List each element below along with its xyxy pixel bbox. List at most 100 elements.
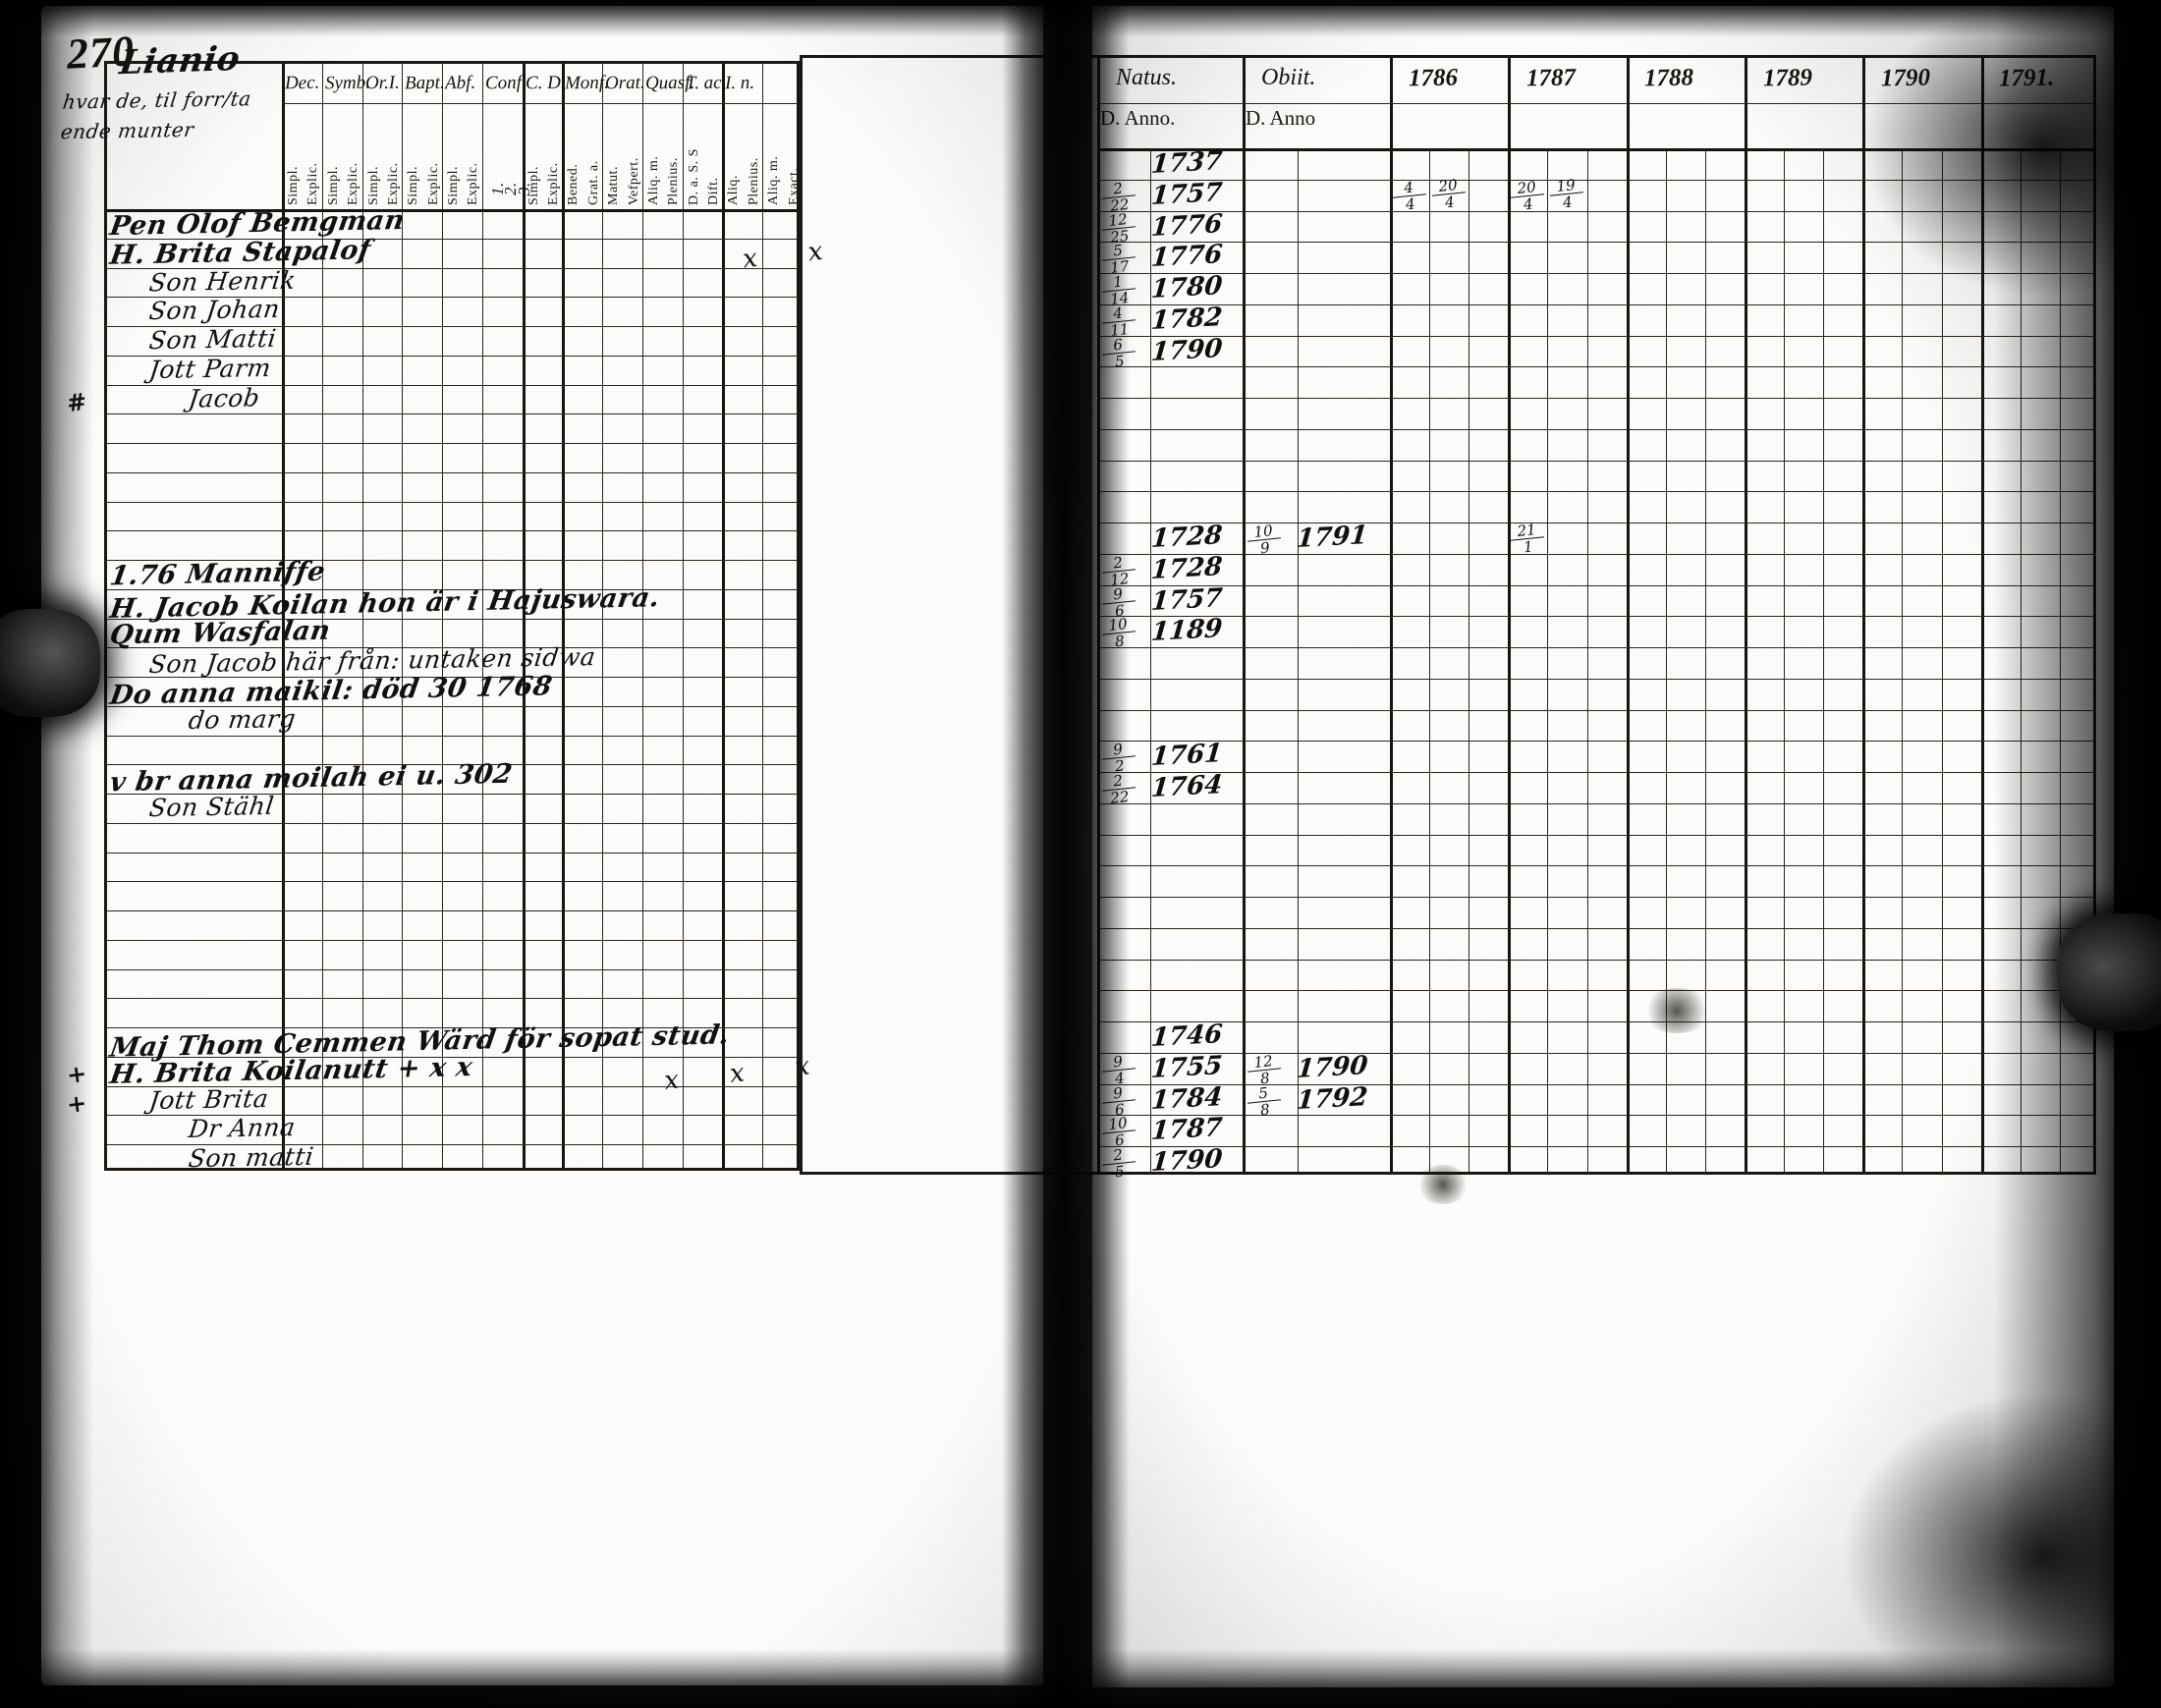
row-rule-12 [107, 560, 797, 562]
column-subheader-bapt-0: Simpl. [406, 166, 421, 205]
column-header-bapt: Bapt. [405, 72, 446, 94]
right-row-rule-29 [1097, 1052, 2093, 1054]
column-subheader-in-1: Plenius. [746, 157, 761, 205]
column-subheader-abf-1: Explic. [466, 162, 481, 205]
row-rule-26 [107, 968, 797, 970]
column-divider-1 [361, 64, 363, 1168]
natus-year-row-4: 1776 [1149, 240, 1224, 274]
column-subheader-bapt-1: Explic. [425, 162, 441, 205]
right-row-rule-32 [1097, 1146, 2093, 1148]
year-subdivider-1791-2 [2059, 148, 2061, 1172]
column-subheader-tac-1: Dift. [706, 177, 722, 205]
column-divider-10 [722, 64, 726, 1168]
row-rule-13 [107, 588, 797, 590]
natus-date-frac-row-3: 12 25 [1100, 210, 1136, 247]
column-subheader-in-0: Aliq. [726, 175, 742, 205]
right-row-rule-2 [1097, 210, 2093, 212]
natus-year-row-3: 1776 [1149, 208, 1224, 243]
column-divider-7 [602, 64, 604, 1168]
column-header-ori: Or.I. [364, 72, 400, 94]
year-subdivider-1787-1 [1547, 148, 1549, 1172]
natus-year-row-33: 1790 [1149, 1144, 1224, 1179]
right-column-subheader-obiit: D. Anno [1246, 106, 1316, 130]
column-divider-0 [321, 64, 323, 1168]
right-row-rule-4 [1097, 273, 2093, 275]
row-rule-27 [107, 998, 797, 1000]
column-subheader-monf-0: Bened. [566, 163, 582, 205]
row-rule-16 [107, 677, 797, 679]
row-rule-25 [107, 939, 797, 941]
margin-mark-row-31: + [65, 1087, 88, 1119]
natus-year-row-2: 1757 [1149, 177, 1224, 211]
column-header-in: I. n. [725, 72, 755, 94]
column-divider-4 [481, 64, 483, 1168]
column-header-symb: Symb. [324, 72, 370, 94]
row-rule-21 [107, 822, 797, 824]
entry-name-row-32: Dr Anna [187, 1113, 298, 1144]
right-row-rule-13 [1097, 553, 2093, 555]
row-rule-24 [107, 910, 797, 912]
row-rule-8 [107, 443, 797, 445]
column-subheader-abf-0: Simpl. [446, 166, 462, 205]
natus-year-row-7: 1790 [1149, 333, 1224, 367]
year-header-1790: 1790 [1880, 64, 1931, 92]
natus-date-frac-row-4: 5 17 [1100, 242, 1136, 277]
year-header-1791: 1791. [1999, 64, 2055, 92]
year-subdivider-1788-2 [1704, 148, 1706, 1172]
entry-name-row-7: Jacob [187, 382, 262, 413]
entry-name-row-5: Son Matti [147, 323, 279, 356]
right-column-subheader-natus: D. Anno. [1100, 106, 1176, 130]
natus-year-row-13: 1728 [1149, 521, 1224, 555]
margin-mark-row-30: + [65, 1058, 88, 1090]
right-header-rule-1 [1097, 148, 2093, 151]
row-rule-1 [107, 238, 797, 240]
column-subheader-dec-0: Simpl. [286, 166, 301, 205]
entry-name-row-3: Son Henrik [147, 265, 298, 297]
left-table: Dec. Simpl. Explic. Symb. Simpl. Explic. Or.I.… [104, 61, 802, 1171]
column-subheader-dec-1: Explic. [305, 162, 321, 205]
column-header-conf: Conf. [484, 72, 526, 94]
column-subheader-quasf-0: Aliq. m. [645, 155, 661, 205]
natus-year-row-14: 1728 [1149, 551, 1224, 585]
column-divider-3 [442, 64, 444, 1168]
right-row-rule-31 [1097, 1115, 2093, 1117]
right-major-divider-0 [1097, 58, 1100, 1172]
right-row-rule-18 [1097, 709, 2093, 711]
column-subheader-monf-1: Grat. a. [585, 160, 601, 205]
right-row-rule-16 [1097, 647, 2093, 649]
right-row-rule-21 [1097, 802, 2093, 804]
right-row-rule-7 [1097, 366, 2093, 368]
year-divider-1788 [1626, 58, 1630, 1172]
column-subheader-cd-0: Simpl. [526, 166, 541, 205]
folio-number: 270 [65, 27, 137, 79]
year-divider-1791 [1980, 58, 1984, 1172]
right-day-year-split-1 [1298, 148, 1299, 1172]
natus-year-row-1: 1737 [1149, 146, 1224, 180]
right-row-rule-27 [1097, 990, 2093, 992]
row-rule-5 [107, 355, 797, 357]
column-header-dec: Dec. [284, 72, 320, 94]
obiit-year-row-13: 1791 [1295, 521, 1369, 555]
row-rule-15 [107, 647, 797, 649]
entry-name-row-6: Jott Parm [147, 353, 273, 384]
right-row-rule-15 [1097, 616, 2093, 618]
column-subheader-ori-0: Simpl. [365, 166, 381, 205]
row-rule-32 [107, 1144, 797, 1146]
column-divider-6 [562, 64, 566, 1168]
right-day-year-split-0 [1150, 148, 1151, 1172]
right-row-rule-25 [1097, 927, 2093, 929]
column-subheader-orat-0: Matut. [606, 166, 622, 205]
year-header-1786: 1786 [1408, 64, 1458, 92]
row-rule-20 [107, 794, 797, 796]
natus-date-frac-row-32: 10 6 [1100, 1115, 1136, 1150]
row-rule-4 [107, 326, 797, 328]
column-divider-2 [402, 64, 404, 1168]
right-row-rule-9 [1097, 428, 2093, 430]
year-mark-1786-b-row-2: 20 4 [1430, 176, 1467, 211]
column-divider-5 [522, 64, 526, 1168]
row-rule-10 [107, 501, 797, 503]
